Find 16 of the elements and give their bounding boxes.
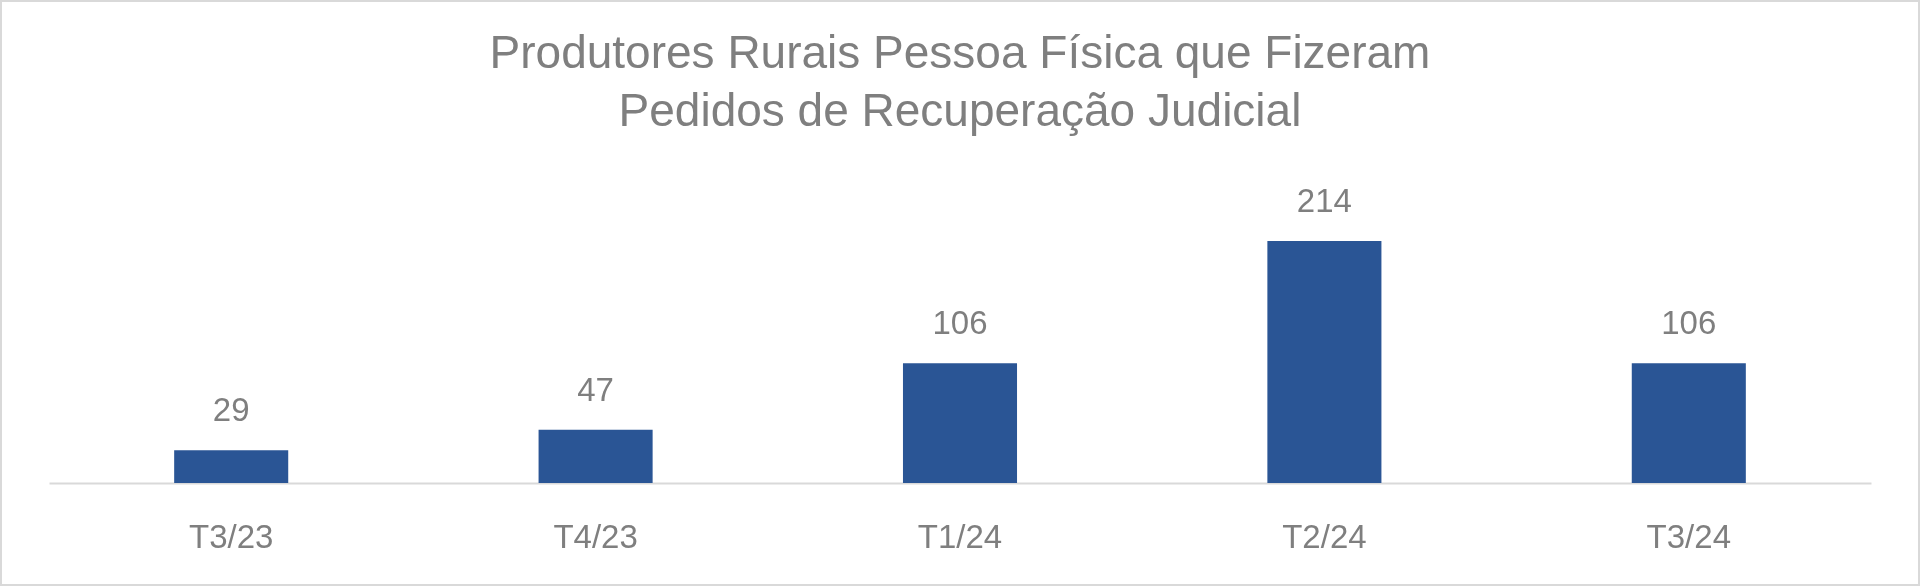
- data-label: 29: [212, 391, 250, 429]
- x-tick-label: T1/24: [917, 517, 1003, 555]
- data-label: 214: [1296, 182, 1352, 219]
- x-tick-label: T2/24: [1282, 517, 1367, 555]
- bar: [902, 363, 1018, 483]
- bar: [174, 450, 289, 483]
- data-label: 47: [577, 370, 614, 408]
- chart-title: Produtores Rurais Pessoa Física que Fizeram Pedidos de Recuperação Judicial: [489, 26, 1431, 136]
- x-tick-label: T3/24: [1646, 517, 1731, 555]
- data-label: 106: [932, 304, 988, 342]
- bar: [1631, 363, 1746, 483]
- x-tick-label: T3/23: [189, 517, 274, 555]
- bar: [1267, 241, 1382, 483]
- data-label: 106: [1661, 304, 1717, 342]
- bar: [538, 429, 653, 483]
- x-tick-label: T4/23: [553, 517, 638, 555]
